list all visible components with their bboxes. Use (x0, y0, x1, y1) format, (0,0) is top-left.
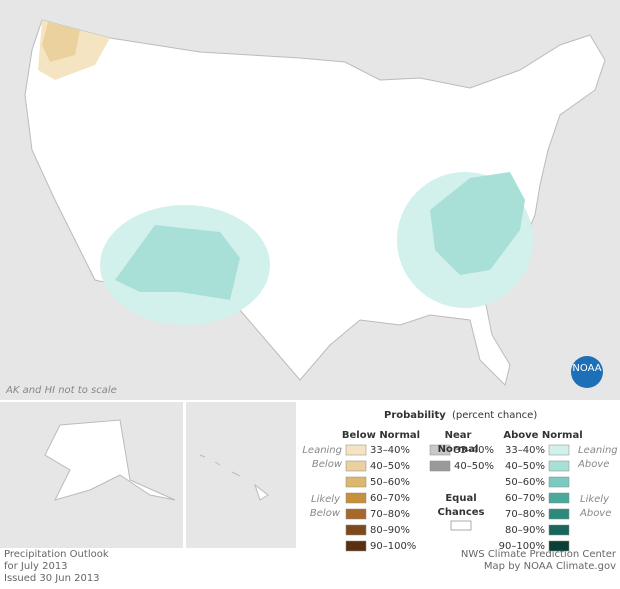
footer-left: Issued 30 Jun 2013 (4, 573, 100, 584)
legend-label: 80–90% (505, 525, 545, 536)
legend-label: 50–60% (370, 477, 410, 488)
legend-label: 33–40% (370, 445, 410, 456)
below-heading: Below Normal (342, 430, 420, 441)
legend-likely: Below (310, 508, 341, 519)
legend-label: 33–40% (454, 445, 494, 456)
legend-swatch (548, 524, 570, 536)
legend-leaning: Leaning (302, 445, 342, 456)
footer-left: for July 2013 (4, 561, 68, 572)
legend-swatch (345, 444, 367, 456)
legend-label: 33–40% (505, 445, 545, 456)
legend-label: 40–50% (370, 461, 410, 472)
legend-swatch (345, 540, 367, 552)
above-region (115, 225, 240, 300)
legend-leaning: Above (577, 459, 609, 470)
legend-swatch (548, 460, 570, 472)
legend-leaning: Below (312, 459, 343, 470)
logo-text: NOAA (572, 363, 601, 374)
map-note: AK and HI not to scale (5, 385, 117, 396)
alaska (44, 419, 176, 501)
legend-leaning: Leaning (578, 445, 618, 456)
legend-likely: Above (579, 508, 611, 519)
legend-swatch (345, 524, 367, 536)
legend-label: 60–70% (370, 493, 410, 504)
legend-subtitle: (percent chance) (452, 410, 537, 421)
above-region (430, 172, 525, 275)
footer-right: Map by NOAA Climate.gov (484, 561, 616, 572)
legend-label: 90–100% (499, 541, 545, 552)
legend-swatch (429, 460, 451, 472)
legend-label: 90–100% (370, 541, 416, 552)
legend-swatch (345, 476, 367, 488)
near-heading: Near (445, 430, 472, 441)
legend-label: 50–60% (505, 477, 545, 488)
legend-label: 60–70% (505, 493, 545, 504)
hawaii-panel (186, 402, 296, 548)
legend-swatch (548, 492, 570, 504)
legend-label: 40–50% (505, 461, 545, 472)
legend-swatch (345, 492, 367, 504)
legend-title: Probability (384, 410, 446, 421)
footer-right: NWS Climate Prediction Center (461, 549, 617, 560)
legend-swatch (548, 476, 570, 488)
legend-swatch (429, 444, 451, 456)
legend-swatch (450, 520, 472, 531)
legend-swatch (548, 444, 570, 456)
legend-label: 70–80% (370, 509, 410, 520)
legend-swatch (548, 508, 570, 520)
legend-likely: Likely (580, 494, 610, 505)
hawaii (199, 454, 269, 501)
legend-swatch (345, 460, 367, 472)
legend-label: 40–50% (454, 461, 494, 472)
footer-left: Precipitation Outlook (4, 549, 109, 560)
equal-label: Equal (445, 493, 476, 504)
noaa-logo (571, 356, 603, 388)
legend-swatch (548, 540, 570, 552)
legend-likely: Likely (311, 494, 341, 505)
near-heading: Normal (438, 444, 479, 455)
equal-label: Chances (438, 507, 485, 518)
legend-label: 70–80% (505, 509, 545, 520)
legend-swatch (345, 508, 367, 520)
above-heading: Above Normal (503, 430, 582, 441)
legend-label: 80–90% (370, 525, 410, 536)
below-region (42, 22, 80, 62)
